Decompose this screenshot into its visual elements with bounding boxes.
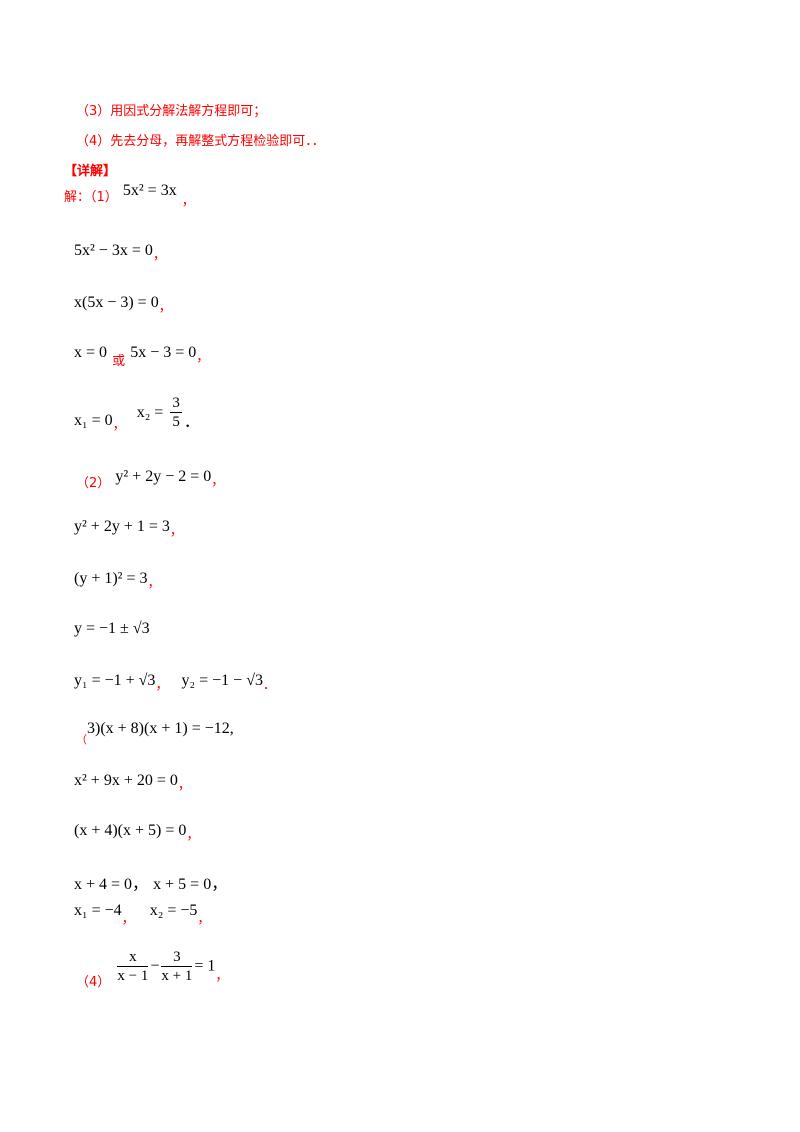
comma: ， xyxy=(158,300,172,315)
comma: ， xyxy=(197,912,211,927)
numerator: 3 xyxy=(170,395,182,413)
denominator: x + 1 xyxy=(161,968,193,984)
math: x + 5 = 0， xyxy=(153,876,228,893)
detail-header: 【详解】 xyxy=(64,164,117,179)
fraction-x-over-x-minus-1: x x − 1 xyxy=(117,948,149,985)
part2-equation: y² + 2y − 2 = 0 xyxy=(115,468,212,485)
math: y = −1 ± √3 xyxy=(74,620,150,637)
comma: ， xyxy=(181,194,195,209)
math: x² + 9x + 20 = 0 xyxy=(74,772,178,789)
part3-equation: 3)(x + 8)(x + 1) = −12, xyxy=(87,720,234,737)
period: ． xyxy=(183,414,200,431)
part3-step3: x + 4 = 0， x + 5 = 0， xyxy=(74,870,227,894)
math: y₁ = −1 + √3 xyxy=(74,672,156,689)
or-word: 或 xyxy=(112,354,126,369)
comma: ， xyxy=(112,418,126,433)
comma: ， xyxy=(177,778,191,793)
part1-equation-line: 解：（1） 5x² = 3x ， xyxy=(64,182,195,209)
math: y₂ = −1 − √3 xyxy=(181,672,263,689)
numerator: x xyxy=(117,948,149,967)
part1-step4: x₁ = 0， x₂ = 3 5 ． xyxy=(74,394,200,433)
part3-step4: x₁ = −4， x₂ = −5， xyxy=(74,900,210,927)
part3-equation-line: （3)(x + 8)(x + 1) = −12, xyxy=(76,718,234,746)
part4-equation-line: （4） x x − 1 − 3 x + 1 = 1， xyxy=(76,948,229,990)
denominator: x − 1 xyxy=(117,968,149,984)
part1-step3: x = 0 或 5x − 3 = 0， xyxy=(74,342,210,369)
solution-prefix: 解：（1） xyxy=(64,190,118,205)
math: = 1 xyxy=(194,957,216,975)
part3-step1: x² + 9x + 20 = 0， xyxy=(74,770,191,793)
math: x₁ = 0 xyxy=(74,412,113,429)
comma: ， xyxy=(169,524,183,539)
math: x₂ = xyxy=(136,404,164,421)
part2-label: （2） xyxy=(76,476,111,491)
comma: ， xyxy=(155,678,169,693)
math: x = 0 xyxy=(74,344,108,361)
math: x₂ = −5 xyxy=(149,902,198,919)
comma: ， xyxy=(215,969,229,984)
math: 5x − 3 = 0 xyxy=(130,344,197,361)
denominator: 5 xyxy=(172,414,180,430)
hint-3: （3）用因式分解法解方程即可； xyxy=(76,104,267,119)
minus-sign: − xyxy=(150,957,160,975)
comma: ， xyxy=(121,912,135,927)
comma: ， xyxy=(147,576,161,591)
comma: ， xyxy=(211,474,225,489)
part2-step2: (y + 1)² = 3， xyxy=(74,568,161,591)
math: y² + 2y + 1 = 3 xyxy=(74,518,170,535)
comma: ， xyxy=(152,248,166,263)
part3-paren: （ xyxy=(76,733,87,746)
math: x + 4 = 0， xyxy=(74,876,149,893)
math: (x + 4)(x + 5) = 0 xyxy=(74,822,187,839)
part2-step1: y² + 2y + 1 = 3， xyxy=(74,516,183,539)
math: 5x² − 3x = 0 xyxy=(74,242,153,259)
fraction-3-over-x-plus-1: 3 x + 1 xyxy=(161,948,193,985)
hint-4: （4）先去分母，再解整式方程检验即可．． xyxy=(76,134,325,149)
numerator: 3 xyxy=(161,948,193,967)
part2-step4: y₁ = −1 + √3， y₂ = −1 − √3． xyxy=(74,670,276,693)
part1-equation: 5x² = 3x xyxy=(122,182,177,199)
part2-step3: y = −1 ± √3 xyxy=(74,618,150,638)
math: (y + 1)² = 3 xyxy=(74,570,148,587)
math: x₁ = −4 xyxy=(74,902,122,919)
comma: ， xyxy=(186,828,200,843)
part1-step1: 5x² − 3x = 0， xyxy=(74,240,166,263)
part2-equation-line: （2） y² + 2y − 2 = 0， xyxy=(76,466,225,491)
fraction-3-over-5: 3 5 xyxy=(170,394,182,431)
period: ． xyxy=(262,678,276,693)
part4-label: （4） xyxy=(76,975,111,990)
part3-step2: (x + 4)(x + 5) = 0， xyxy=(74,820,200,843)
comma: ， xyxy=(196,350,210,365)
part1-step2: x(5x − 3) = 0， xyxy=(74,292,172,315)
math: x(5x − 3) = 0 xyxy=(74,294,159,311)
